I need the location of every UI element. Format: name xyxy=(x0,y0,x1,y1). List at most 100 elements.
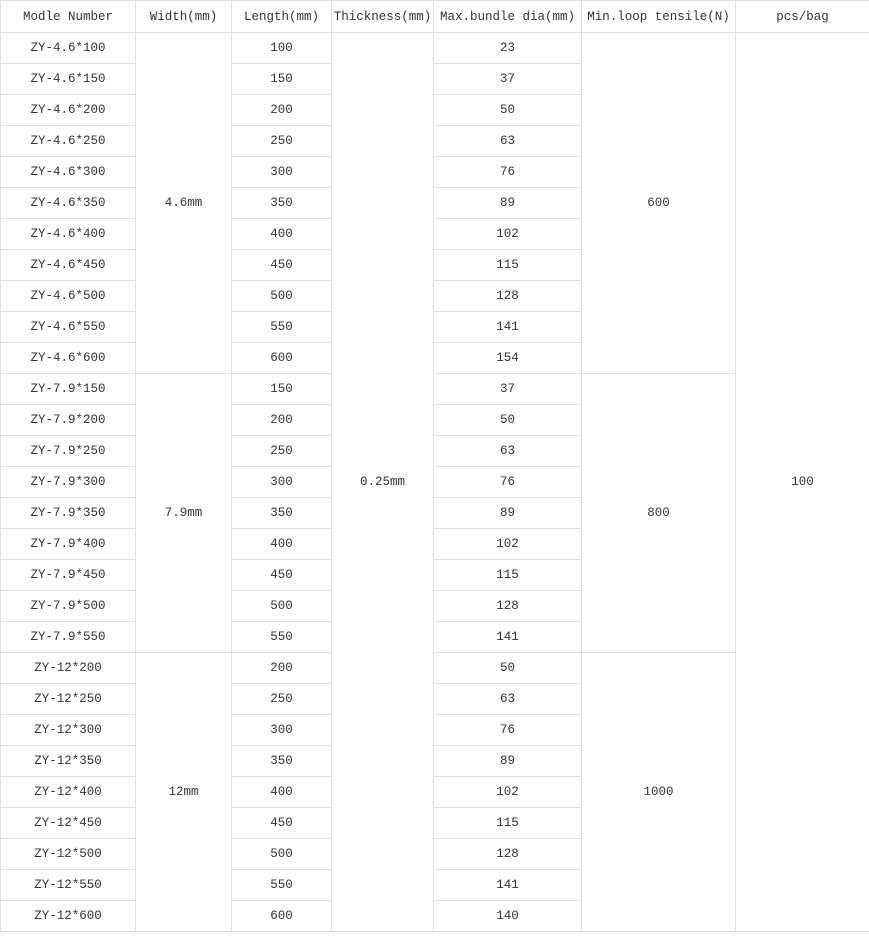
cell-length: 300 xyxy=(232,157,332,188)
cell-model: ZY-12*350 xyxy=(1,746,136,777)
cell-length: 200 xyxy=(232,95,332,126)
cell-bundle: 102 xyxy=(434,777,582,808)
cell-length: 200 xyxy=(232,653,332,684)
cell-length: 550 xyxy=(232,622,332,653)
table-row: ZY-4.6*1004.6mm1000.25mm23600100 xyxy=(1,33,869,64)
cell-tensile: 600 xyxy=(582,33,736,374)
cell-bundle: 128 xyxy=(434,591,582,622)
cell-tensile: 1000 xyxy=(582,653,736,932)
cell-length: 450 xyxy=(232,808,332,839)
cell-model: ZY-7.9*250 xyxy=(1,436,136,467)
cell-bundle: 76 xyxy=(434,157,582,188)
cell-length: 250 xyxy=(232,436,332,467)
cell-length: 300 xyxy=(232,467,332,498)
cell-model: ZY-12*550 xyxy=(1,870,136,901)
cell-bundle: 115 xyxy=(434,560,582,591)
cell-length: 250 xyxy=(232,126,332,157)
col-header-bundle: Max.bundle dia(mm) xyxy=(434,1,582,33)
cell-bundle: 102 xyxy=(434,529,582,560)
cell-width: 4.6mm xyxy=(136,33,232,374)
header-row: Modle Number Width(mm) Length(mm) Thickn… xyxy=(1,1,869,33)
cell-length: 150 xyxy=(232,374,332,405)
cell-bundle: 63 xyxy=(434,126,582,157)
cell-bundle: 23 xyxy=(434,33,582,64)
cell-model: ZY-4.6*300 xyxy=(1,157,136,188)
cell-length: 500 xyxy=(232,839,332,870)
table-body: ZY-4.6*1004.6mm1000.25mm23600100ZY-4.6*1… xyxy=(1,33,869,932)
cell-bundle: 50 xyxy=(434,405,582,436)
cell-model: ZY-12*450 xyxy=(1,808,136,839)
cell-length: 350 xyxy=(232,746,332,777)
cell-length: 450 xyxy=(232,250,332,281)
cell-length: 300 xyxy=(232,715,332,746)
cell-model: ZY-12*200 xyxy=(1,653,136,684)
cell-length: 450 xyxy=(232,560,332,591)
cell-bundle: 50 xyxy=(434,653,582,684)
cell-bundle: 102 xyxy=(434,219,582,250)
cell-bundle: 128 xyxy=(434,281,582,312)
cell-length: 600 xyxy=(232,901,332,932)
cell-model: ZY-4.6*600 xyxy=(1,343,136,374)
cell-bundle: 76 xyxy=(434,715,582,746)
col-header-width: Width(mm) xyxy=(136,1,232,33)
cell-model: ZY-12*600 xyxy=(1,901,136,932)
cell-length: 600 xyxy=(232,343,332,374)
cell-model: ZY-4.6*150 xyxy=(1,64,136,95)
spec-table: Modle Number Width(mm) Length(mm) Thickn… xyxy=(0,0,869,932)
col-header-length: Length(mm) xyxy=(232,1,332,33)
col-header-tensile: Min.loop tensile(N) xyxy=(582,1,736,33)
cell-model: ZY-12*400 xyxy=(1,777,136,808)
cell-bundle: 89 xyxy=(434,188,582,219)
cell-length: 400 xyxy=(232,529,332,560)
cell-model: ZY-4.6*250 xyxy=(1,126,136,157)
cell-bundle: 141 xyxy=(434,622,582,653)
cell-width: 7.9mm xyxy=(136,374,232,653)
cell-bundle: 115 xyxy=(434,250,582,281)
cell-length: 350 xyxy=(232,188,332,219)
cell-model: ZY-7.9*200 xyxy=(1,405,136,436)
cell-bundle: 50 xyxy=(434,95,582,126)
cell-bundle: 141 xyxy=(434,870,582,901)
cell-model: ZY-7.9*450 xyxy=(1,560,136,591)
cell-model: ZY-7.9*350 xyxy=(1,498,136,529)
cell-model: ZY-4.6*200 xyxy=(1,95,136,126)
cell-model: ZY-7.9*150 xyxy=(1,374,136,405)
cell-bundle: 115 xyxy=(434,808,582,839)
cell-model: ZY-7.9*550 xyxy=(1,622,136,653)
cell-length: 400 xyxy=(232,219,332,250)
cell-bundle: 76 xyxy=(434,467,582,498)
cell-model: ZY-12*300 xyxy=(1,715,136,746)
cell-model: ZY-12*250 xyxy=(1,684,136,715)
cell-length: 400 xyxy=(232,777,332,808)
cell-model: ZY-4.6*450 xyxy=(1,250,136,281)
col-header-pcs: pcs/bag xyxy=(736,1,869,33)
cell-bundle: 141 xyxy=(434,312,582,343)
cell-bundle: 37 xyxy=(434,374,582,405)
cell-length: 200 xyxy=(232,405,332,436)
cell-length: 500 xyxy=(232,591,332,622)
cell-model: ZY-4.6*500 xyxy=(1,281,136,312)
cell-model: ZY-4.6*350 xyxy=(1,188,136,219)
cell-bundle: 37 xyxy=(434,64,582,95)
cell-bundle: 89 xyxy=(434,498,582,529)
cell-model: ZY-7.9*300 xyxy=(1,467,136,498)
cell-bundle: 63 xyxy=(434,436,582,467)
cell-width: 12mm xyxy=(136,653,232,932)
cell-length: 350 xyxy=(232,498,332,529)
cell-pcs: 100 xyxy=(736,33,869,932)
cell-bundle: 154 xyxy=(434,343,582,374)
col-header-model: Modle Number xyxy=(1,1,136,33)
cell-model: ZY-7.9*500 xyxy=(1,591,136,622)
col-header-thick: Thickness(mm) xyxy=(332,1,434,33)
cell-length: 500 xyxy=(232,281,332,312)
cell-model: ZY-4.6*550 xyxy=(1,312,136,343)
cell-bundle: 140 xyxy=(434,901,582,932)
cell-length: 250 xyxy=(232,684,332,715)
cell-model: ZY-4.6*100 xyxy=(1,33,136,64)
cell-length: 550 xyxy=(232,870,332,901)
cell-thickness: 0.25mm xyxy=(332,33,434,932)
cell-model: ZY-4.6*400 xyxy=(1,219,136,250)
cell-length: 100 xyxy=(232,33,332,64)
cell-bundle: 89 xyxy=(434,746,582,777)
cell-length: 550 xyxy=(232,312,332,343)
